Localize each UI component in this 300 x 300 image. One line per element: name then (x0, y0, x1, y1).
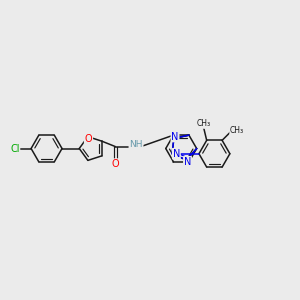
Text: N: N (171, 132, 179, 142)
Text: O: O (85, 134, 92, 144)
Text: N: N (173, 149, 180, 159)
Text: N: N (184, 157, 191, 167)
Text: O: O (111, 159, 119, 169)
Text: NH: NH (129, 140, 143, 148)
Text: Cl: Cl (10, 143, 20, 154)
Text: CH₃: CH₃ (230, 126, 244, 135)
Text: CH₃: CH₃ (196, 119, 211, 128)
